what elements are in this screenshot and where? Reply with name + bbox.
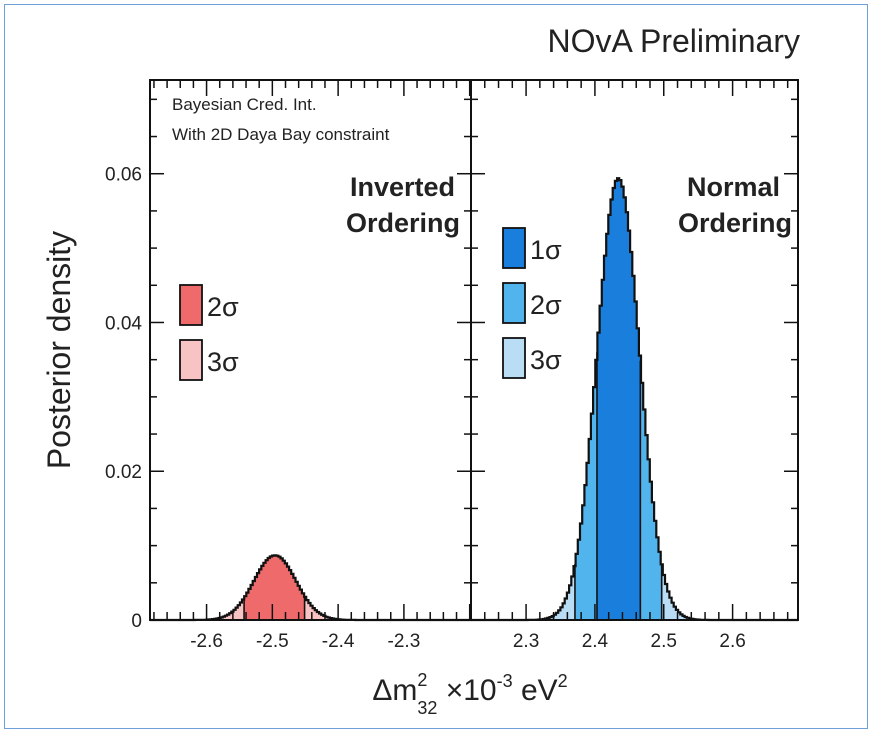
x-tick-label-0: -2.3 [388,631,421,652]
legend-swatch-1-2sigma [502,282,526,324]
y-tick-label: 0.04 [105,313,142,334]
x-label-base: Δm [372,674,417,707]
normal-ordering-label-line-2: Ordering [678,208,792,238]
legend-label-1-2sigma: 2σ [530,290,562,320]
inverted-ordering-label-line-2: Ordering [346,208,460,238]
legend-swatch-0-3sigma [179,339,203,381]
x-label-suffix: ×10 [437,674,496,707]
x-label-unit-exp: 2 [558,671,568,691]
interval-0-3sigma [150,555,471,620]
legend-swatch-0-2sigma [179,284,203,326]
x-tick-label-1: 2.3 [513,631,539,652]
legend-label-1-1sigma: 1σ [530,235,562,265]
interval-1-1sigma [597,178,641,620]
x-label-sub: 32 [417,698,437,718]
y-axis-label: Posterior density [41,231,77,469]
x-tick-label-1: 2.6 [719,631,745,652]
legend-label-0-3sigma: 3σ [207,347,239,377]
x-tick-label-0: -2.4 [322,631,355,652]
legend-swatch-1-3sigma [502,337,526,379]
x-tick-label-0: -2.5 [256,631,289,652]
legend-swatch-1-1sigma [502,227,526,269]
normal-ordering-histogram [471,177,798,622]
x-tick-label-1: 2.4 [582,631,609,652]
x-tick-label-1: 2.5 [651,631,677,652]
plot-frame [149,79,799,621]
y-tick-label: 0.06 [105,165,142,186]
chart-title: NOvA Preliminary [548,23,801,59]
tick-labels: 0 0.02 0.04 0.06 -2.6 -2.5 -2.4 -2.3 2.3 2.4 2.5 2.… [105,165,746,652]
interval-0-2sigma [244,555,305,620]
normal-ordering-label-line-1: Normal [687,172,780,202]
y-tick-label: 0.02 [105,462,142,483]
legend-label-0-2sigma: 2σ [207,292,239,322]
x-label-unit: eV [513,674,558,707]
x-axis-label: Δm2 32 ×10-3 eV2 [372,670,567,718]
x-label-sup: 2 [417,670,427,690]
annotation-line-2: With 2D Daya Bay constraint [172,125,390,144]
y-tick-label: 0 [131,611,142,632]
axes [149,79,799,621]
legend-label-1-3sigma: 3σ [530,345,562,375]
inverted-ordering-label-line-1: Inverted [350,172,455,202]
chart-frame [4,4,868,729]
chart-text: NOvA Preliminary Posterior density Bayes… [41,23,800,718]
legends: 2σ 3σ 1σ 2σ 3σ [179,227,562,381]
x-tick-label-0: -2.6 [190,631,223,652]
annotation-line-1: Bayesian Cred. Int. [172,95,317,114]
inverted-ordering-histogram [150,554,471,622]
x-label-exp: -3 [497,671,513,691]
